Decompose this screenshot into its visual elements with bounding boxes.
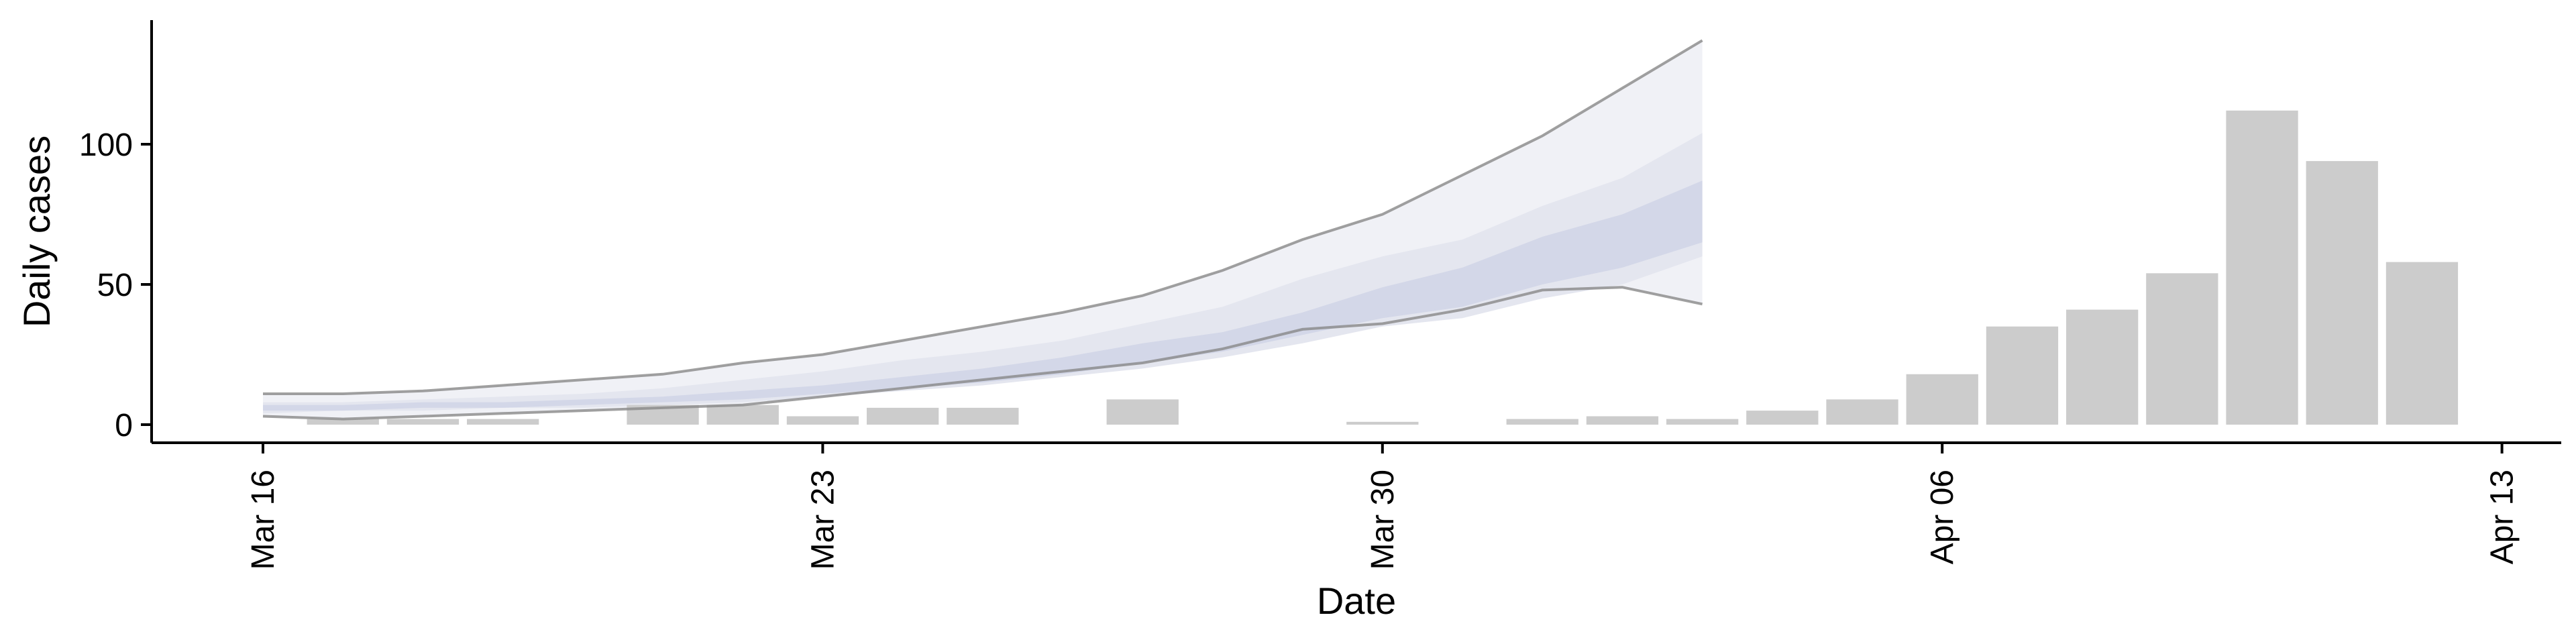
daily-cases-bar [786,416,859,425]
daily-cases-bar [307,419,379,425]
daily-cases-bar [947,407,1019,425]
daily-cases-bar [1826,399,1898,425]
daily-cases-bar [1906,374,1978,425]
x-tick-label: Apr 13 [2485,470,2520,564]
daily-cases-bar [2385,262,2459,425]
projection-lower-line [262,286,1703,421]
y-tick-label: 0 [115,408,133,443]
y-tick-label: 100 [79,127,133,163]
daily-cases-bar [1586,416,1659,425]
daily-cases-bar [1506,419,1578,425]
daily-cases-bar [2146,273,2218,425]
daily-cases-bar [1106,399,1179,425]
projection-bands [263,40,1703,419]
projection-band-20 [263,180,1703,411]
daily-cases-bars [307,110,2459,425]
daily-cases-bar [706,405,779,425]
daily-cases-bar [386,419,460,425]
daily-cases-bar [2306,161,2378,425]
projection-upper-line [263,39,1703,395]
x-tick-label: Apr 06 [1925,470,1960,564]
y-axis-ticks: 0 50 100 [79,127,152,443]
daily-cases-bar [467,419,539,425]
y-tick-label: 50 [97,268,133,303]
daily-cases-bar [1986,326,2059,425]
x-tick-label: Mar 23 [805,470,841,570]
daily-cases-bar [2066,309,2139,425]
x-tick-label: Mar 30 [1365,470,1401,570]
x-axis-ticks: Mar 16 Mar 23 Mar 30 Apr 06 Apr 13 [246,443,2520,570]
x-tick-label: Mar 16 [246,470,281,570]
daily-cases-bar [1346,421,1419,425]
projection-band-50 [263,133,1703,414]
y-axis-title: Daily cases [15,136,58,327]
x-axis-title: Date [1317,580,1396,622]
daily-cases-bar [2226,110,2298,425]
daily-cases-bar [867,407,939,425]
daily-cases-bar [1666,419,1739,425]
projection-bound-lines [262,39,1703,421]
daily-cases-bar [1746,411,1819,425]
